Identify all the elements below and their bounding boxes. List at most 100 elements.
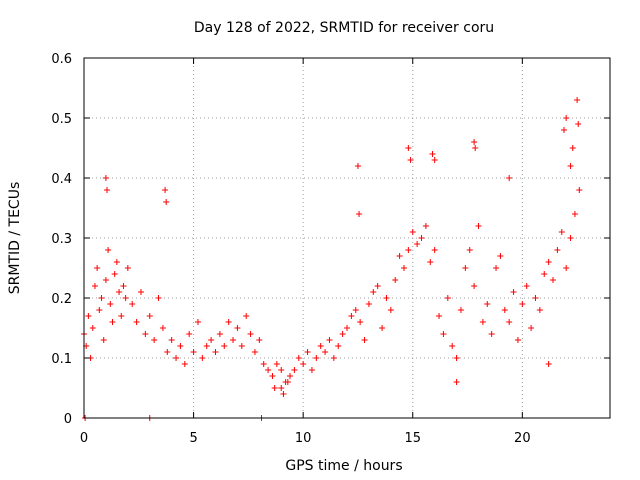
data-point: [453, 379, 460, 385]
data-point: [273, 361, 280, 367]
data-point: [407, 157, 414, 163]
data-point: [168, 337, 175, 343]
data-point: [308, 367, 315, 373]
data-point: [519, 301, 526, 307]
data-point: [177, 343, 184, 349]
data-point: [567, 163, 574, 169]
data-point: [216, 331, 223, 337]
data-point: [85, 313, 92, 319]
data-point: [545, 361, 552, 367]
data-point: [107, 301, 114, 307]
y-tick-label: 0.1: [51, 352, 72, 367]
data-point: [541, 271, 548, 277]
data-point: [159, 325, 166, 331]
data-point: [357, 319, 364, 325]
data-point: [506, 319, 513, 325]
data-point: [563, 115, 570, 121]
data-point: [124, 265, 131, 271]
data-point: [414, 241, 421, 247]
data-point: [100, 337, 107, 343]
data-point: [453, 355, 460, 361]
data-point: [247, 331, 254, 337]
data-point: [472, 145, 479, 151]
data-point: [98, 295, 105, 301]
data-point: [356, 211, 363, 217]
x-tick-label: 15: [404, 431, 421, 446]
x-tick-label: 10: [295, 431, 312, 446]
data-point: [234, 325, 241, 331]
y-tick-label: 0: [64, 412, 72, 427]
data-point: [563, 265, 570, 271]
data-point: [173, 355, 180, 361]
data-point: [514, 337, 521, 343]
x-tick-label: 5: [189, 431, 197, 446]
data-point: [418, 235, 425, 241]
data-point: [405, 247, 412, 253]
data-point: [554, 247, 561, 253]
y-axis-label: SRMTID / TECUs: [7, 182, 23, 295]
data-point: [133, 319, 140, 325]
data-point: [457, 307, 464, 313]
data-point: [269, 373, 276, 379]
data-point: [300, 361, 307, 367]
data-points: [81, 97, 583, 421]
data-point: [280, 391, 287, 397]
data-point: [365, 301, 372, 307]
data-point: [396, 253, 403, 259]
data-point: [111, 271, 118, 277]
data-point: [326, 337, 333, 343]
data-point: [295, 355, 302, 361]
data-point: [142, 331, 149, 337]
data-point: [256, 337, 263, 343]
data-point: [409, 229, 416, 235]
data-point: [383, 295, 390, 301]
grid-lines: [84, 58, 610, 418]
x-tick-label: 0: [80, 431, 88, 446]
data-point: [440, 331, 447, 337]
data-point: [335, 343, 342, 349]
data-point: [344, 325, 350, 331]
data-point: [212, 349, 219, 355]
data-point: [569, 145, 576, 151]
data-point: [392, 277, 399, 283]
data-point: [129, 301, 136, 307]
data-point: [361, 337, 368, 343]
data-point: [162, 187, 169, 193]
data-point: [203, 343, 210, 349]
data-point: [225, 319, 232, 325]
data-point: [429, 151, 436, 157]
data-point: [560, 127, 567, 133]
data-point: [120, 283, 127, 289]
data-point: [523, 283, 530, 289]
data-point: [284, 379, 291, 385]
data-point: [466, 247, 473, 253]
x-axis-ticks: 0 5 10 15 20: [80, 58, 531, 446]
data-point: [104, 187, 111, 193]
data-point: [405, 145, 412, 151]
data-point: [431, 247, 438, 253]
data-point: [208, 337, 215, 343]
data-point: [190, 349, 197, 355]
data-point: [493, 265, 500, 271]
data-point: [436, 313, 443, 319]
data-point: [199, 355, 206, 361]
data-point: [221, 343, 228, 349]
data-point: [536, 307, 543, 313]
data-point: [291, 367, 298, 373]
data-point: [94, 265, 101, 271]
data-point: [532, 295, 539, 301]
data-point: [501, 307, 508, 313]
x-tick-label: 20: [514, 431, 531, 446]
data-point: [352, 307, 359, 313]
data-point: [102, 277, 109, 283]
chart-title: Day 128 of 2022, SRMTID for receiver cor…: [194, 20, 494, 36]
data-point: [116, 289, 123, 295]
data-point: [155, 295, 162, 301]
y-tick-label: 0.5: [51, 112, 72, 127]
data-point: [422, 223, 429, 229]
data-point: [488, 331, 495, 337]
data-point: [575, 121, 582, 127]
data-point: [313, 355, 320, 361]
data-point: [113, 259, 120, 265]
data-point: [151, 337, 158, 343]
